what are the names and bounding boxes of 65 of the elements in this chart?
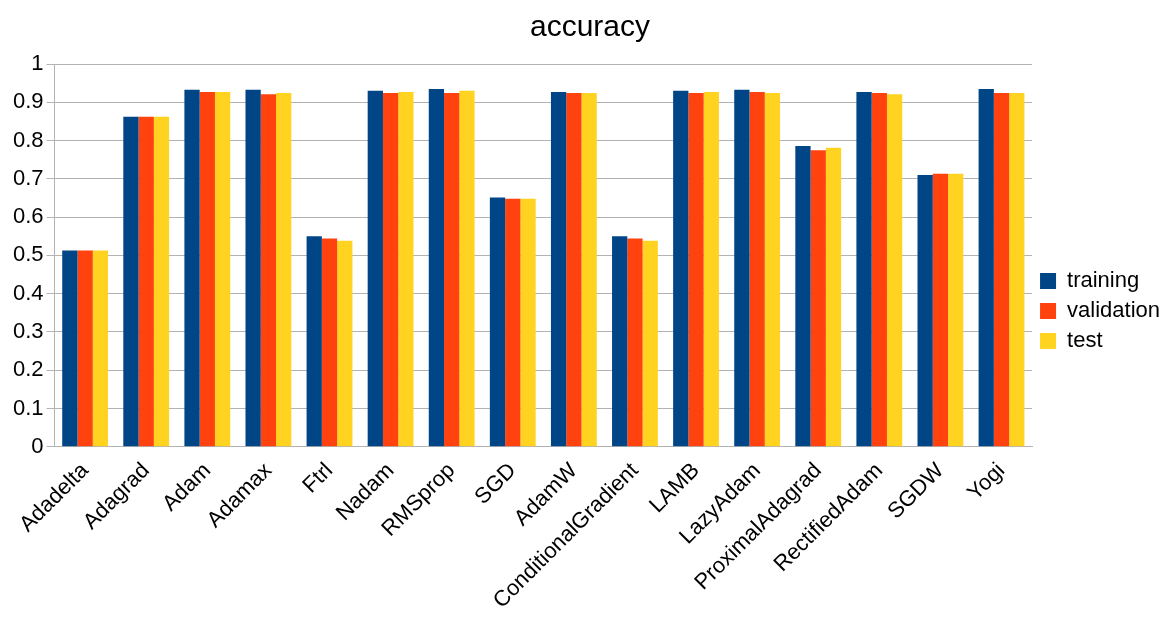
y-tick-label: 1 xyxy=(31,50,44,76)
y-tick-label: 0.8 xyxy=(12,126,44,152)
bar xyxy=(566,93,582,447)
bar xyxy=(550,91,567,447)
x-tick-label: Ftrl xyxy=(297,457,338,498)
bar xyxy=(214,91,231,447)
bar xyxy=(382,93,399,447)
bar xyxy=(77,250,93,447)
bar xyxy=(428,88,445,447)
chart-title: accuracy xyxy=(529,9,651,43)
bar xyxy=(810,150,826,447)
y-tick-label: 0.6 xyxy=(12,203,44,229)
bar xyxy=(948,173,964,447)
bar xyxy=(917,175,933,447)
y-tick-label: 0.1 xyxy=(12,394,44,420)
bar xyxy=(184,89,200,447)
y-tick-label: 0.3 xyxy=(12,318,44,344)
bar xyxy=(642,240,658,447)
bar xyxy=(856,91,872,447)
bar xyxy=(123,116,139,447)
bar xyxy=(245,89,261,447)
bar xyxy=(337,240,353,447)
bar xyxy=(276,93,292,447)
bar xyxy=(978,88,994,447)
bar xyxy=(505,198,521,447)
bar xyxy=(886,94,903,447)
bar xyxy=(734,89,750,447)
bar xyxy=(825,147,842,447)
bar xyxy=(92,250,109,447)
bar xyxy=(795,145,811,447)
bar xyxy=(260,94,277,447)
y-tick-label: 0.7 xyxy=(12,164,44,190)
y-tick-label: 0.9 xyxy=(12,88,44,114)
bar xyxy=(398,91,414,447)
bar xyxy=(612,236,628,447)
bar xyxy=(520,198,536,447)
bar xyxy=(62,250,78,447)
bar xyxy=(627,238,643,447)
bar xyxy=(703,91,719,447)
legend-label: validation xyxy=(1067,297,1160,323)
bar xyxy=(367,90,383,447)
y-tick-label: 0.2 xyxy=(12,356,44,382)
bar xyxy=(138,116,154,447)
bar xyxy=(993,93,1010,447)
bar xyxy=(581,93,597,447)
legend-label: training xyxy=(1067,267,1140,293)
bar xyxy=(321,238,338,447)
bar xyxy=(489,197,506,447)
bar xyxy=(444,93,460,447)
x-tick-label: Yogi xyxy=(961,457,1010,505)
bar xyxy=(688,93,704,447)
bar xyxy=(1009,93,1025,447)
bar xyxy=(306,236,322,447)
y-tick-label: 0 xyxy=(31,432,44,458)
y-tick-label: 0.5 xyxy=(12,241,44,267)
y-tick-label: 0.4 xyxy=(12,279,44,305)
legend-label: test xyxy=(1067,327,1103,353)
bar xyxy=(749,91,765,447)
bar xyxy=(764,93,781,447)
bar xyxy=(199,91,215,447)
bar xyxy=(932,173,949,447)
bar xyxy=(871,93,887,447)
bar xyxy=(153,116,170,447)
bar xyxy=(459,90,475,447)
bar xyxy=(673,90,689,447)
